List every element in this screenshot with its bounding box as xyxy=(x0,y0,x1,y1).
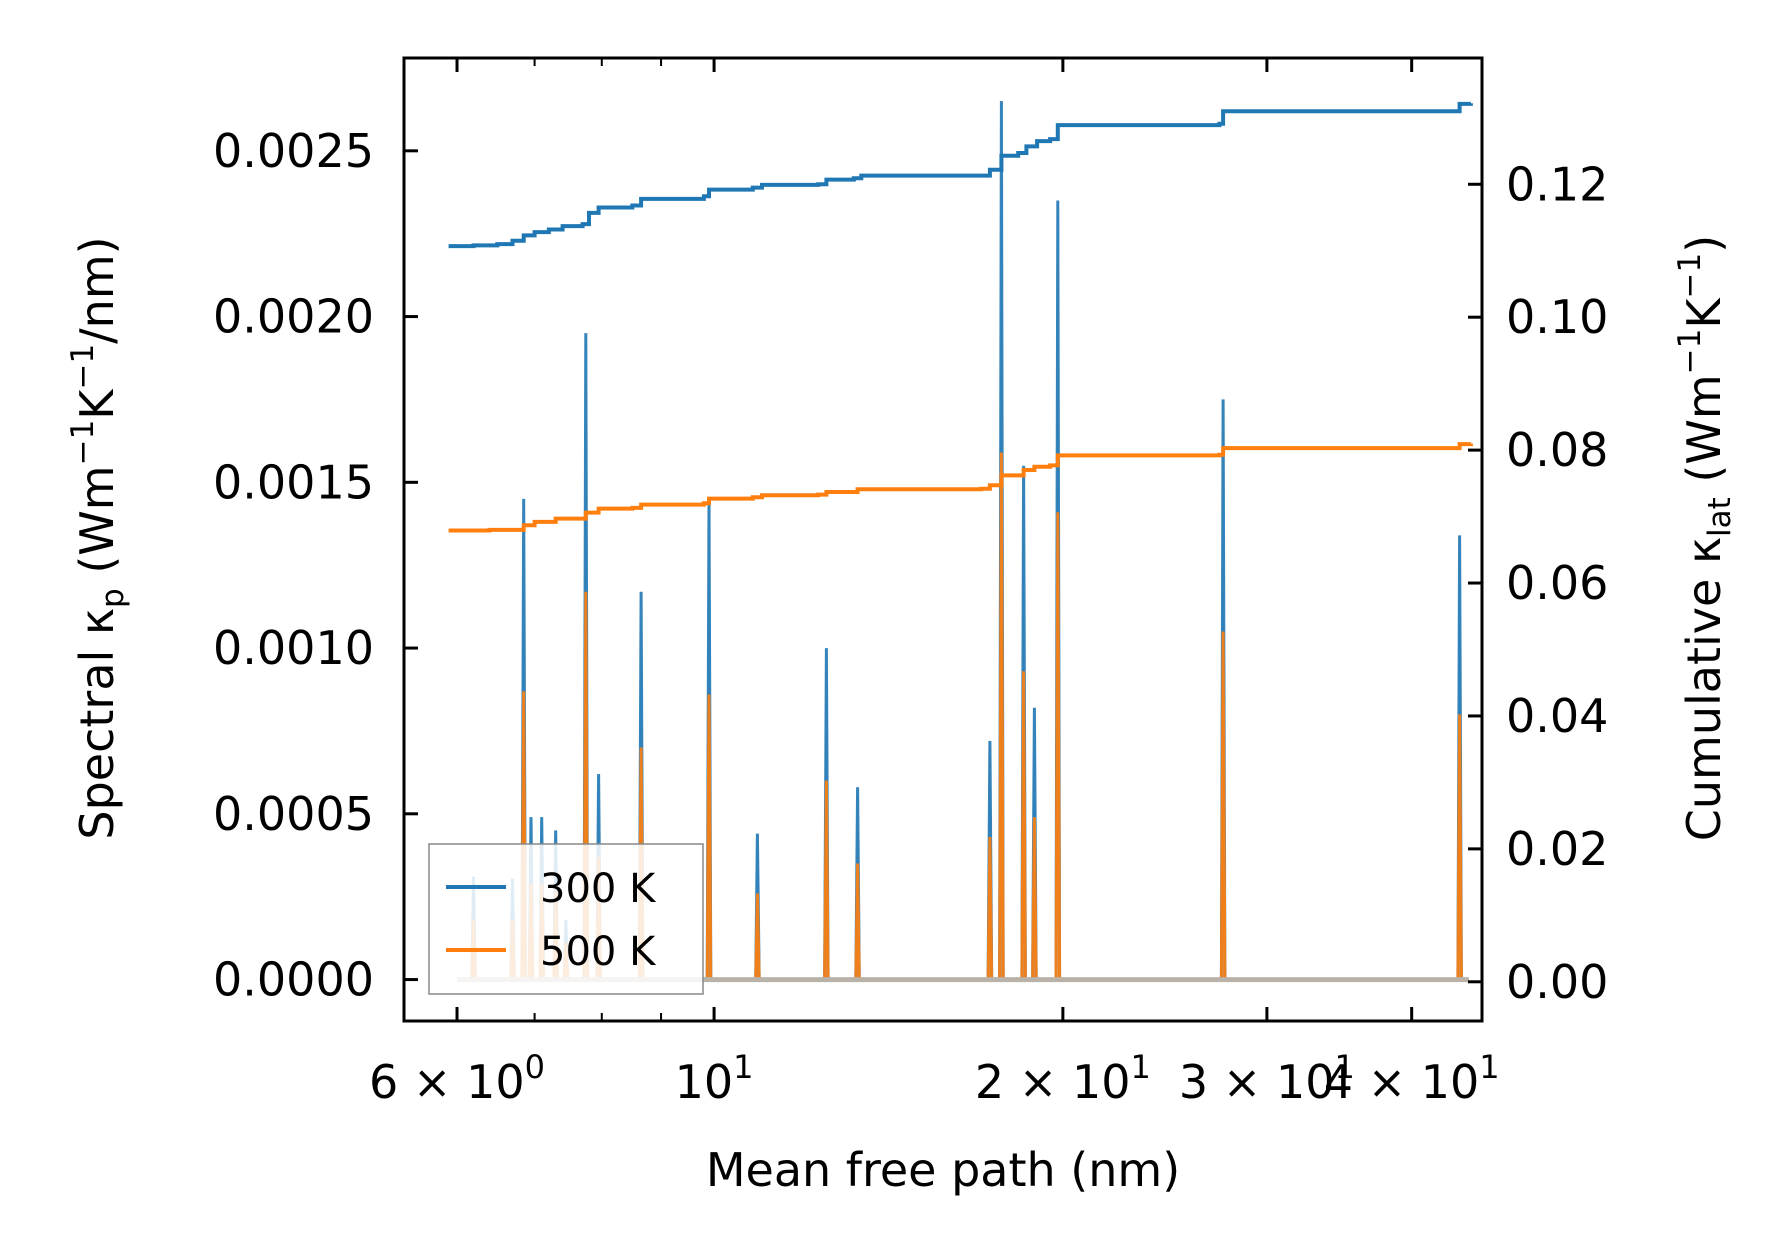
cumulative-line-300k xyxy=(448,101,1473,249)
cumulative-series-layer xyxy=(448,101,1473,533)
x-tick-label: 4 × 101 xyxy=(1324,1048,1500,1109)
y-tick-label: 0.0000 xyxy=(213,953,374,1007)
legend-box xyxy=(428,843,704,995)
x-tick-label: 3 × 101 xyxy=(1179,1048,1355,1109)
legend: 300 K 500 K xyxy=(428,843,704,995)
legend-label-500k: 500 K xyxy=(540,929,657,975)
y-tick-label: 0.0025 xyxy=(213,124,374,178)
cumulative-line-500k xyxy=(448,442,1473,533)
y2-axis-ticks: 0.00 0.02 0.04 0.06 0.08 0.10 0.12 xyxy=(1468,157,1608,1009)
y2-tick-label: 0.02 xyxy=(1506,822,1608,876)
x-tick-label: 101 xyxy=(675,1048,754,1109)
y-tick-label: 0.0005 xyxy=(213,787,374,841)
y-tick-label: 0.0010 xyxy=(213,621,374,675)
y-axis-ticks: 0.0000 0.0005 0.0010 0.0015 0.0020 0.0025 xyxy=(213,124,418,1007)
x-tick-label: 2 × 101 xyxy=(975,1048,1151,1109)
x-axis-label: Mean free path (nm) xyxy=(706,1143,1180,1197)
legend-label-300k: 300 K xyxy=(540,866,657,912)
y2-tick-label: 0.12 xyxy=(1506,157,1608,211)
y2-tick-label: 0.10 xyxy=(1506,290,1608,344)
y2-tick-label: 0.04 xyxy=(1506,689,1608,743)
y2-tick-label: 0.06 xyxy=(1506,556,1608,610)
y2-tick-label: 0.00 xyxy=(1506,955,1608,1009)
x-tick-label: 6 × 100 xyxy=(369,1048,545,1109)
y2-tick-label: 0.08 xyxy=(1506,423,1608,477)
plot-frame xyxy=(402,56,1484,1023)
y-tick-label: 0.0020 xyxy=(213,290,374,344)
y-axis-label: Spectral κp (Wm−1K−1/nm) xyxy=(65,236,131,839)
y-tick-label: 0.0015 xyxy=(213,455,374,509)
y2-axis-label: Cumulative κlat (Wm−1K−1) xyxy=(1672,235,1738,841)
